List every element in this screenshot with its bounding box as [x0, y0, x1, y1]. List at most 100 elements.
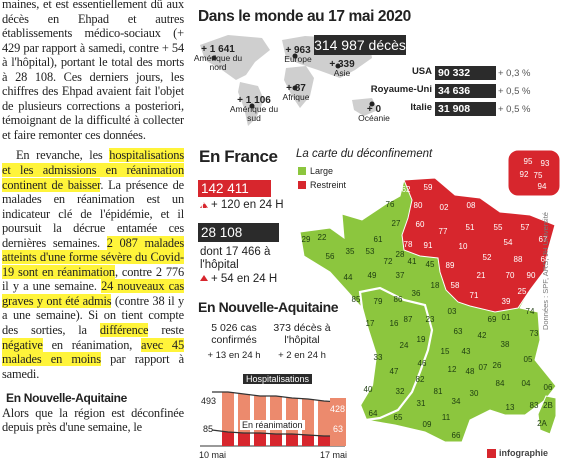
department-code: 10: [458, 242, 468, 251]
region: + 339 Asie: [314, 60, 370, 78]
text: En revanche, les: [16, 148, 110, 163]
up-arrow: [200, 202, 208, 208]
department-code: 22: [317, 233, 327, 242]
department-code: 64: [368, 409, 378, 418]
department-code: 17: [365, 319, 375, 328]
region-name: Amérique du nord: [193, 53, 243, 72]
map-title: La carte du déconfinement: [296, 148, 433, 160]
hosp-end: 428: [330, 404, 346, 414]
department-code: 30: [469, 389, 479, 398]
region-name: Afrique: [282, 92, 310, 102]
department-code: 79: [373, 297, 383, 306]
aquitaine-cases: 5 026 cas confirmés: [211, 322, 257, 346]
paragraph: En revanche, les hospitalisations et les…: [2, 148, 184, 381]
department-code: 16: [389, 319, 399, 328]
legend-item: Large: [298, 166, 333, 176]
department-code: 59: [423, 183, 433, 192]
department-code: 88: [513, 255, 523, 264]
department-code: 37: [395, 271, 405, 280]
france-map: [299, 149, 561, 443]
department-code: 42: [477, 331, 487, 340]
region: + 0 Océanie: [346, 105, 402, 123]
department-code: 12: [447, 365, 457, 374]
department-code: 41: [407, 257, 417, 266]
text: reste: [148, 323, 184, 338]
region-change: + 339: [329, 59, 355, 70]
department-code: 73: [529, 329, 539, 338]
department-code: 25: [517, 287, 527, 296]
department-code: 04: [521, 379, 531, 388]
department-code: 90: [526, 271, 536, 280]
department-code: 86: [393, 295, 403, 304]
france-cases: 142 411 cas: [198, 180, 271, 213]
department-code: 71: [469, 291, 479, 300]
department-code: 45: [425, 260, 435, 269]
department-code: 35: [345, 247, 355, 256]
department-code: 43: [461, 347, 471, 356]
rea-label: En réanimation: [240, 420, 305, 430]
country-change: + 0,3 %: [498, 68, 531, 79]
department-code: 70: [505, 271, 515, 280]
region-change: + 1 641: [201, 44, 235, 55]
text: par rapport à samedi.: [2, 352, 184, 381]
france-cases-change: + 120 en 24 H: [211, 199, 284, 211]
region-change: + 963: [285, 45, 311, 56]
aquitaine-deaths-change: + 2 en 24 h: [278, 350, 326, 361]
country-change: + 0,5 %: [498, 86, 531, 97]
department-code: 21: [476, 271, 486, 280]
x-start: 10 mai: [199, 450, 227, 460]
aquitaine-cases-change: + 13 en 24 h: [207, 350, 261, 361]
legend-swatch: [298, 181, 306, 189]
article: maines, et est essentiellement dû aux dé…: [2, 0, 184, 466]
department-code: 13: [505, 403, 515, 412]
legend-item: Restreint: [298, 180, 346, 190]
department-code: 23: [425, 315, 435, 324]
country-row: Italie 31 908 + 0,5 %: [372, 102, 556, 116]
department-code: 84: [495, 379, 505, 388]
department-code: 77: [438, 227, 448, 236]
france-deaths-change: + 54 en 24 H: [211, 273, 278, 285]
department-code: 11: [441, 413, 451, 422]
region: + 1 106 Amérique du sud: [226, 96, 282, 123]
aquitaine-deaths: 373 décès à l'hôpital: [273, 322, 331, 346]
department-code: 26: [492, 361, 502, 370]
department-code: 91: [423, 241, 433, 250]
department-code: 92: [519, 170, 529, 179]
up-arrow: [200, 275, 208, 281]
department-code: 01: [501, 313, 511, 322]
country-name: Royaume-Uni: [370, 84, 432, 95]
legend-label: Restreint: [310, 180, 347, 190]
paragraph: Alors que la région est déconfinée depui…: [2, 405, 184, 435]
department-code: 94: [537, 182, 547, 191]
rea-end: 63: [333, 424, 344, 434]
region-dots: [211, 53, 375, 109]
department-code: 03: [447, 307, 457, 316]
department-code: 95: [523, 157, 533, 166]
department-code: 78: [403, 240, 413, 249]
source: Données : SPF, ARS, JH Université: [541, 212, 550, 330]
department-code: 15: [440, 347, 450, 356]
department-code: 02: [439, 203, 449, 212]
department-code: 69: [487, 315, 497, 324]
department-code: 47: [389, 367, 399, 376]
department-code: 76: [385, 200, 395, 209]
france-hospital: dont 17 466 à l'hôpital: [200, 246, 271, 271]
department-code: 31: [416, 399, 426, 408]
x-end: 17 mai: [320, 450, 348, 460]
highlight: différence: [99, 323, 149, 338]
region: + 87 Afrique: [268, 84, 324, 102]
department-code: 52: [482, 253, 492, 262]
department-code: 18: [430, 281, 440, 290]
department-code: 2B: [543, 401, 553, 410]
department-code: 75: [533, 171, 543, 180]
country-name: USA: [411, 66, 432, 77]
world-total: 314 987 décès: [314, 35, 406, 55]
country-name: Italie: [410, 102, 432, 113]
country-deaths: 34 636: [435, 84, 496, 98]
text: en réanimation,: [42, 337, 142, 352]
paragraph: maines, et est essentiellement dû aux dé…: [2, 0, 184, 142]
department-code: 66: [451, 431, 461, 440]
rea-start: 85: [203, 424, 214, 434]
department-code: 54: [503, 238, 513, 247]
text: , contre 2 776 il y a une semaine.: [2, 264, 184, 294]
